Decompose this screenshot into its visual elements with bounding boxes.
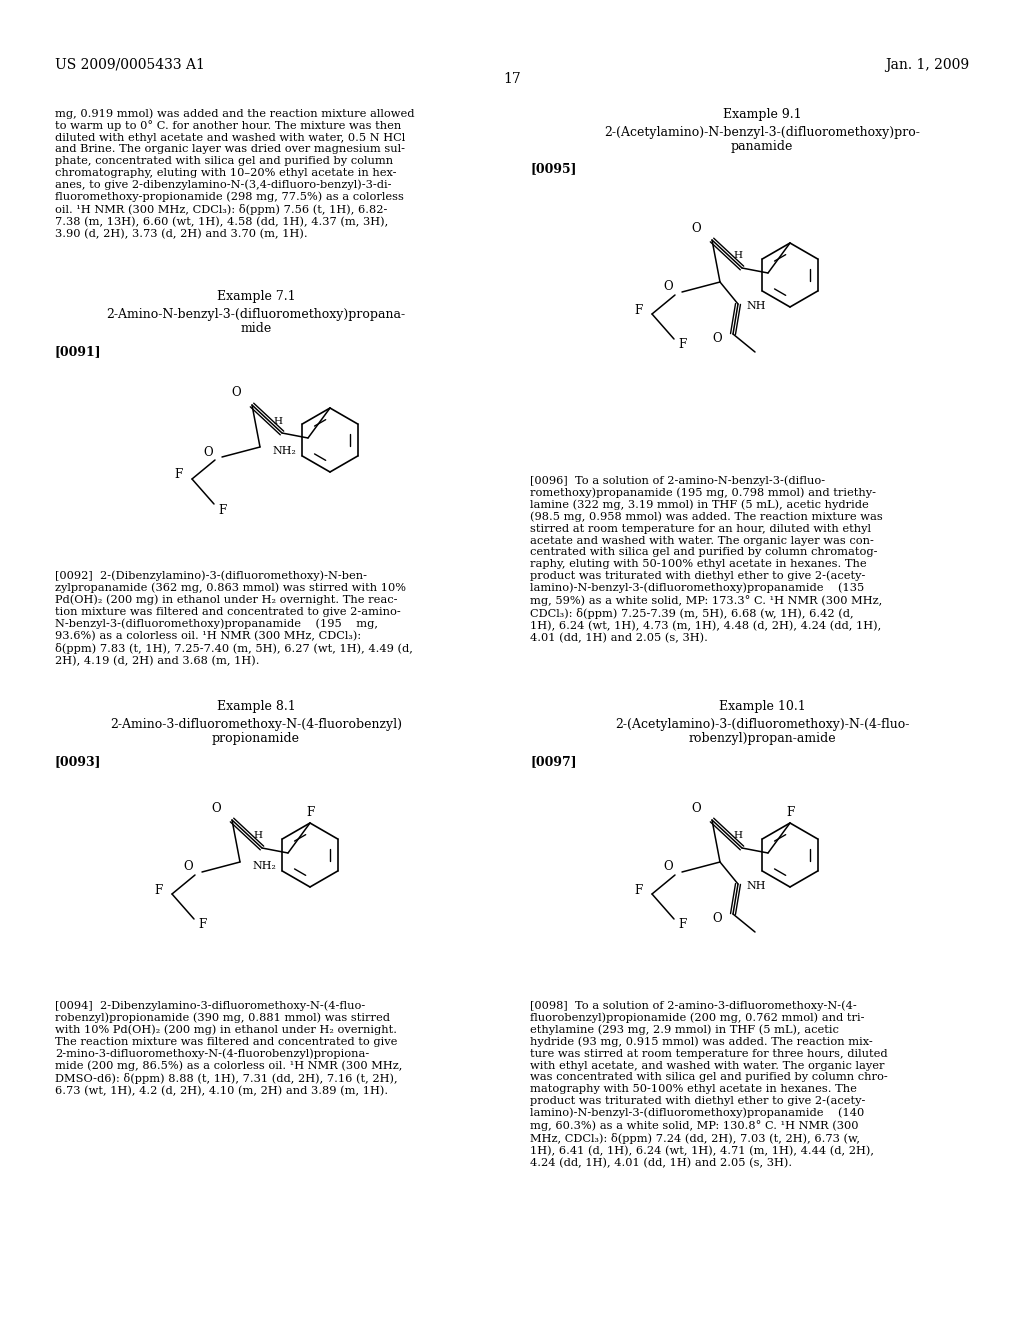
Text: mide: mide (241, 322, 271, 335)
Text: H: H (733, 252, 742, 260)
Text: O: O (231, 387, 241, 400)
Text: [0097]: [0097] (530, 755, 577, 768)
Text: Example 10.1: Example 10.1 (719, 700, 805, 713)
Text: panamide: panamide (731, 140, 794, 153)
Text: O: O (712, 331, 722, 345)
Text: US 2009/0005433 A1: US 2009/0005433 A1 (55, 58, 205, 73)
Text: H: H (733, 832, 742, 841)
Text: [0098]  To a solution of 2-amino-3-difluoromethoxy-N-(4-
fluorobenzyl)propionami: [0098] To a solution of 2-amino-3-difluo… (530, 1001, 888, 1168)
Text: Example 7.1: Example 7.1 (217, 290, 295, 304)
Text: 2-Amino-3-difluoromethoxy-N-(4-fluorobenzyl): 2-Amino-3-difluoromethoxy-N-(4-fluoroben… (110, 718, 402, 731)
Text: F: F (306, 807, 314, 820)
Text: NH₂: NH₂ (252, 861, 275, 871)
Text: F: F (154, 883, 162, 896)
Text: [0091]: [0091] (55, 345, 101, 358)
Text: [0096]  To a solution of 2-amino-N-benzyl-3-(difluo-
romethoxy)propanamide (195 : [0096] To a solution of 2-amino-N-benzyl… (530, 475, 883, 643)
Text: F: F (634, 304, 642, 317)
Text: [0094]  2-Dibenzylamino-3-difluoromethoxy-N-(4-fluo-
robenzyl)propionamide (390 : [0094] 2-Dibenzylamino-3-difluoromethoxy… (55, 1001, 402, 1096)
Text: 17: 17 (503, 73, 521, 86)
Text: mg, 0.919 mmol) was added and the reaction mixture allowed
to warm up to 0° C. f: mg, 0.919 mmol) was added and the reacti… (55, 108, 415, 239)
Text: propionamide: propionamide (212, 733, 300, 744)
Text: NH: NH (746, 301, 766, 312)
Text: 2-Amino-N-benzyl-3-(difluoromethoxy)propana-: 2-Amino-N-benzyl-3-(difluoromethoxy)prop… (106, 308, 406, 321)
Text: O: O (664, 281, 673, 293)
Text: O: O (203, 446, 213, 458)
Text: F: F (218, 503, 226, 516)
Text: robenzyl)propan-amide: robenzyl)propan-amide (688, 733, 836, 744)
Text: [0092]  2-(Dibenzylamino)-3-(difluoromethoxy)-N-ben-
zylpropanamide (362 mg, 0.8: [0092] 2-(Dibenzylamino)-3-(difluorometh… (55, 570, 413, 665)
Text: F: F (174, 469, 182, 482)
Text: F: F (785, 807, 795, 820)
Text: H: H (254, 832, 262, 841)
Text: O: O (183, 861, 193, 874)
Text: NH₂: NH₂ (272, 446, 296, 455)
Text: H: H (273, 417, 283, 425)
Text: O: O (712, 912, 722, 924)
Text: O: O (691, 801, 700, 814)
Text: [0093]: [0093] (55, 755, 101, 768)
Text: Example 8.1: Example 8.1 (217, 700, 295, 713)
Text: F: F (678, 338, 686, 351)
Text: [0095]: [0095] (530, 162, 577, 176)
Text: O: O (211, 801, 221, 814)
Text: F: F (198, 919, 206, 932)
Text: Example 9.1: Example 9.1 (723, 108, 802, 121)
Text: Jan. 1, 2009: Jan. 1, 2009 (885, 58, 969, 73)
Text: O: O (691, 222, 700, 235)
Text: 2-(Acetylamino)-3-(difluoromethoxy)-N-(4-fluo-: 2-(Acetylamino)-3-(difluoromethoxy)-N-(4… (614, 718, 909, 731)
Text: F: F (678, 919, 686, 932)
Text: NH: NH (746, 880, 766, 891)
Text: O: O (664, 861, 673, 874)
Text: F: F (634, 883, 642, 896)
Text: 2-(Acetylamino)-N-benzyl-3-(difluoromethoxy)pro-: 2-(Acetylamino)-N-benzyl-3-(difluorometh… (604, 125, 920, 139)
